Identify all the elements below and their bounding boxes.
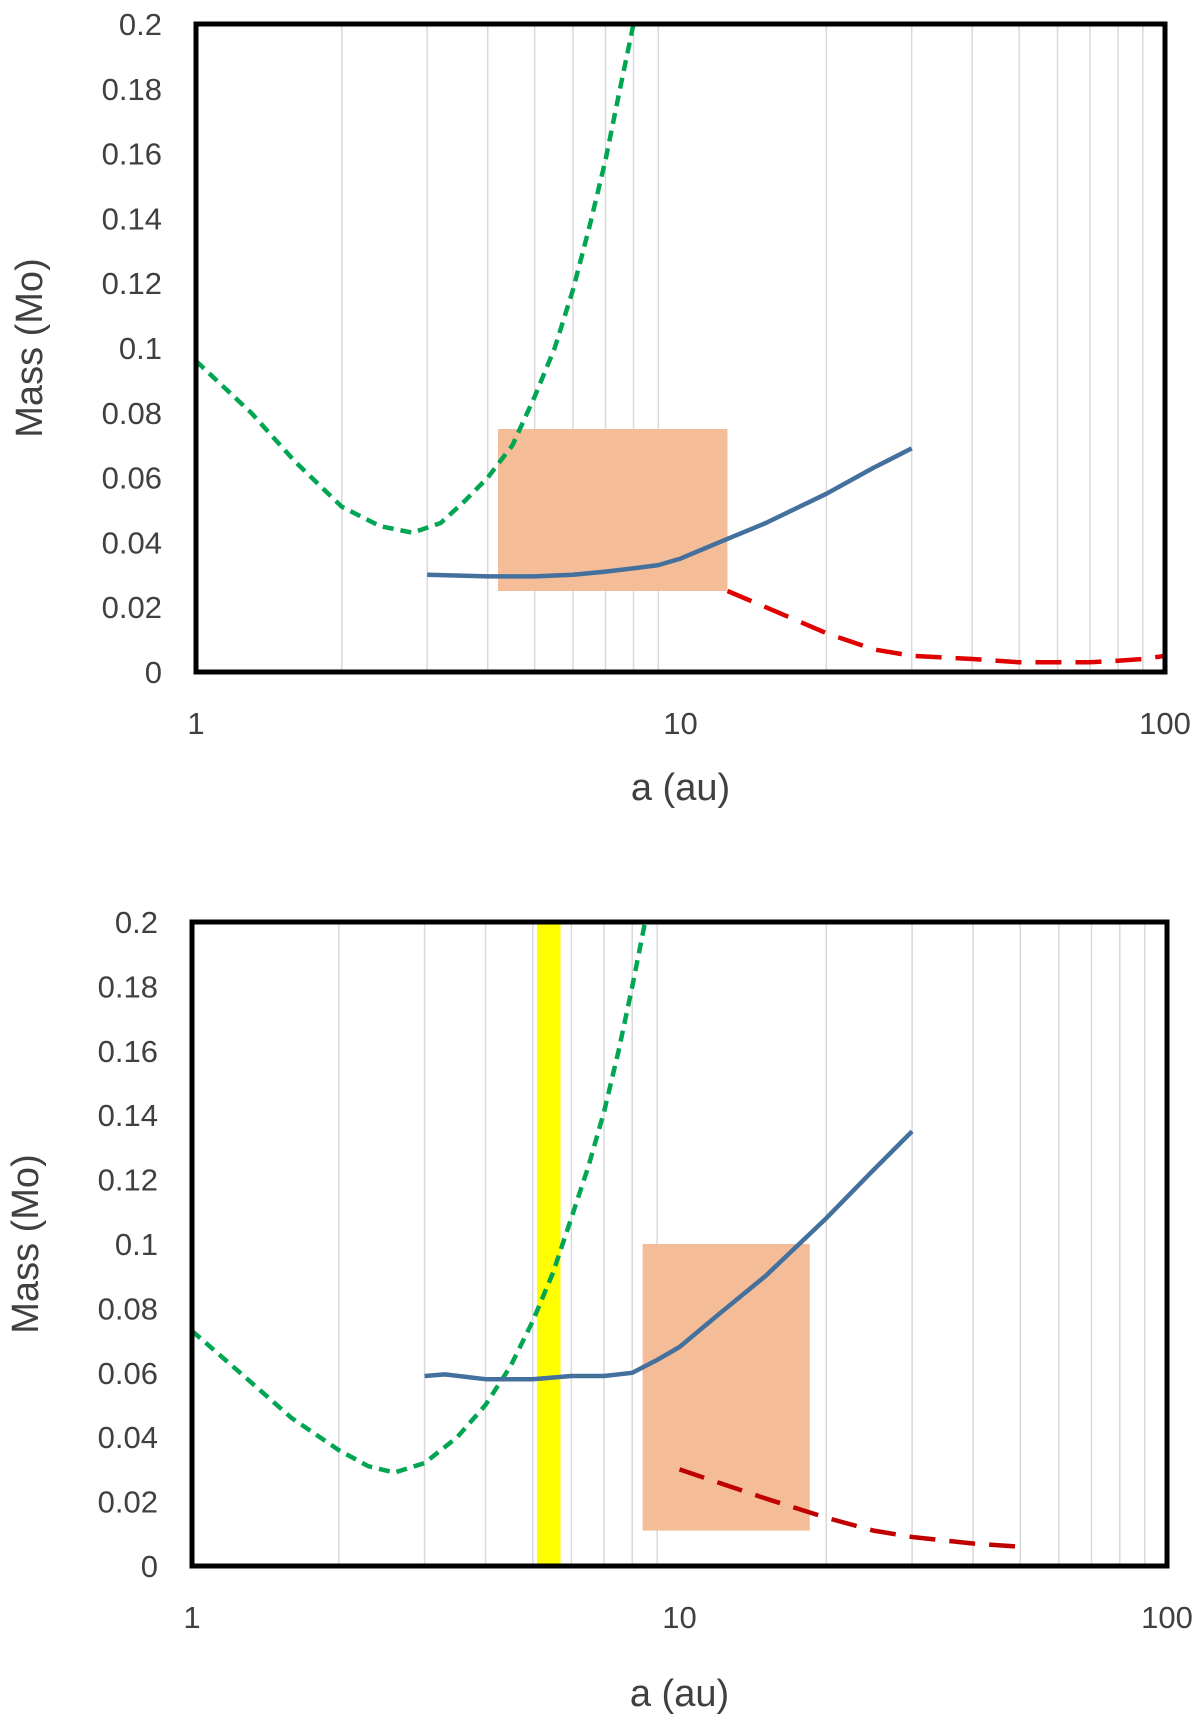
- series-line-solid: [427, 446, 913, 579]
- y-tick-label: 0.04: [98, 1420, 158, 1455]
- y-tick-label: 0.12: [98, 1163, 158, 1198]
- x-tick-label: 10: [662, 1600, 696, 1635]
- chart-bottom: 0 0.02 0.04 0.06 0.08 0.1 0.12 0.14 0.16 0.18 0.2 1…: [5, 905, 1193, 1715]
- y-tick-label: 0.2: [115, 905, 158, 940]
- chart-top: 0 0.02 0.04 0.06 0.08 0.1 0.12 0.14 0.16 0.18 0.2 1…: [9, 7, 1191, 809]
- x-tick-label: 1: [183, 1600, 200, 1635]
- x-axis-title: a (au): [630, 1673, 729, 1715]
- x-axis-title: a (au): [631, 767, 730, 809]
- shaded-region: [497, 429, 728, 591]
- y-tick-label: 0.02: [102, 590, 162, 625]
- x-tick-label: 10: [663, 706, 697, 741]
- y-tick-label: 0: [141, 1549, 158, 1584]
- y-axis-title: Mass (Mo): [9, 258, 51, 437]
- plot-frame: [189, 919, 1170, 1569]
- y-tick-label: 0.08: [98, 1291, 158, 1326]
- y-tick-label: 0.08: [102, 396, 162, 431]
- y-tick-label: 0: [145, 655, 162, 690]
- y-tick-label: 0.02: [98, 1485, 158, 1520]
- series-line-short-dash: [194, 23, 636, 535]
- y-tick-label: 0.14: [98, 1098, 158, 1133]
- series-line-long-dash: [726, 588, 1166, 665]
- y-tick-label: 0.1: [115, 1227, 158, 1262]
- y-tick-label: 0.12: [102, 266, 162, 301]
- y-tick-label: 0.2: [119, 7, 162, 42]
- y-axis-title: Mass (Mo): [5, 1154, 47, 1333]
- y-tick-label: 0.16: [102, 137, 162, 172]
- y-tick-label: 0.04: [102, 525, 162, 560]
- y-tick-label: 0.1: [119, 331, 162, 366]
- x-tick-label: 100: [1139, 706, 1191, 741]
- y-tick-label: 0.16: [98, 1034, 158, 1069]
- series-line-solid: [424, 1129, 914, 1382]
- y-tick-label: 0.06: [98, 1356, 158, 1391]
- series-line-long-dash: [678, 1467, 1021, 1549]
- y-tick-label: 0.06: [102, 461, 162, 496]
- plot-frame: [193, 21, 1168, 675]
- y-tick-label: 0.14: [102, 201, 162, 236]
- y-tick-label: 0.18: [98, 969, 158, 1004]
- x-tick-label: 100: [1141, 1600, 1193, 1635]
- x-tick-label: 1: [187, 706, 204, 741]
- highlight-band: [536, 922, 561, 1566]
- shaded-region: [642, 1244, 810, 1531]
- series-line-short-dash: [190, 921, 648, 1475]
- y-tick-label: 0.18: [102, 72, 162, 107]
